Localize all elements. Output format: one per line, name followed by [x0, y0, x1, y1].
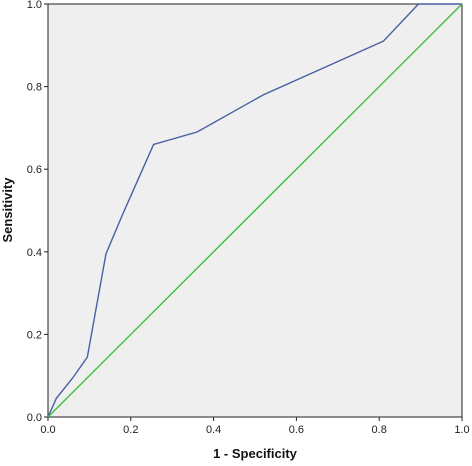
y-tick-label: 0.4 — [27, 247, 42, 259]
x-tick-label: 0.6 — [289, 424, 304, 436]
y-tick-label: 0.6 — [27, 164, 42, 176]
y-tick-label: 0.0 — [27, 412, 42, 424]
x-axis-title: 1 - Specificity — [213, 446, 298, 461]
x-tick-label: 1.0 — [454, 424, 469, 436]
x-tick-label: 0.4 — [206, 424, 221, 436]
x-tick-label: 0.2 — [123, 424, 138, 436]
y-tick-label: 1.0 — [27, 0, 42, 11]
series-layer — [47, 3, 463, 418]
x-tick-label: 0.0 — [40, 424, 55, 436]
y-tick-label: 0.2 — [27, 329, 42, 341]
y-tick-label: 0.8 — [27, 82, 42, 94]
ticks-layer: 0.0 0.2 0.4 0.6 0.8 1.0 0.0 0.2 0.4 0.6 0.8 1.0 — [27, 0, 470, 436]
y-axis-title: Sensitivity — [0, 177, 15, 243]
reference-diagonal-line — [47, 3, 463, 418]
x-tick-label: 0.8 — [372, 424, 387, 436]
roc-curve-line — [47, 3, 462, 418]
